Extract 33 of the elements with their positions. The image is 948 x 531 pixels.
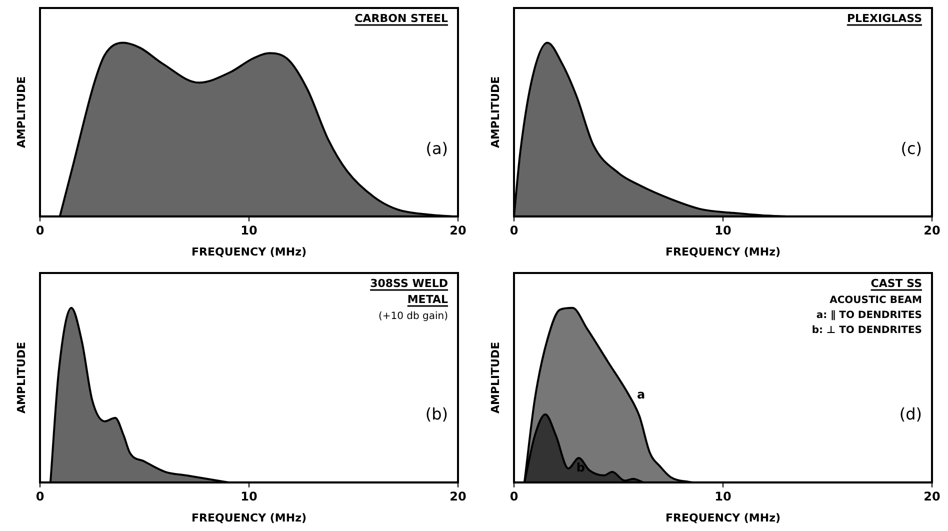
x-tick-label: 10: [714, 224, 732, 238]
annotation: a: ∥ TO DENDRITES: [816, 310, 922, 321]
y-axis-title: AMPLITUDE: [14, 342, 28, 414]
x-tick-label: 0: [510, 490, 518, 504]
chart-title: CAST SS: [870, 277, 922, 290]
text: ACOUSTIC BEAM: [830, 295, 922, 306]
x-tick-label: 0: [510, 224, 518, 238]
x-tick-label: 0: [36, 490, 44, 504]
x-axis-title: FREQUENCY (MHz): [666, 245, 780, 258]
x-tick-label: 10: [714, 490, 732, 504]
chart-title: CARBON STEEL: [354, 12, 448, 25]
x-tick-label: 10: [240, 224, 258, 238]
annotation: (a): [426, 138, 448, 158]
y-axis-title: AMPLITUDE: [14, 76, 28, 148]
annotation: (+10 db gain): [378, 311, 448, 322]
x-axis-title: FREQUENCY (MHz): [192, 511, 306, 524]
annotation: (c): [900, 138, 922, 158]
annotation: (d): [899, 404, 922, 424]
y-axis-title: AMPLITUDE: [488, 342, 502, 414]
x-tick-label: 20: [450, 224, 466, 238]
x-tick-label: 20: [450, 490, 466, 504]
x-tick-label: 20: [924, 490, 940, 504]
x-tick-label: 20: [924, 224, 940, 238]
y-axis-title: AMPLITUDE: [488, 76, 502, 148]
series-label: a: [636, 387, 646, 402]
x-tick-label: 10: [240, 490, 258, 504]
annotation: b: ⊥ TO DENDRITES: [812, 325, 922, 336]
x-axis-title: FREQUENCY (MHz): [192, 245, 306, 258]
x-axis-title: FREQUENCY (MHz): [666, 511, 780, 524]
chart-title: PLEXIGLASS: [846, 12, 922, 25]
x-tick-label: 0: [36, 224, 44, 238]
chart-title: 308SS WELD METAL: [370, 277, 448, 306]
annotation: (b): [425, 404, 448, 424]
